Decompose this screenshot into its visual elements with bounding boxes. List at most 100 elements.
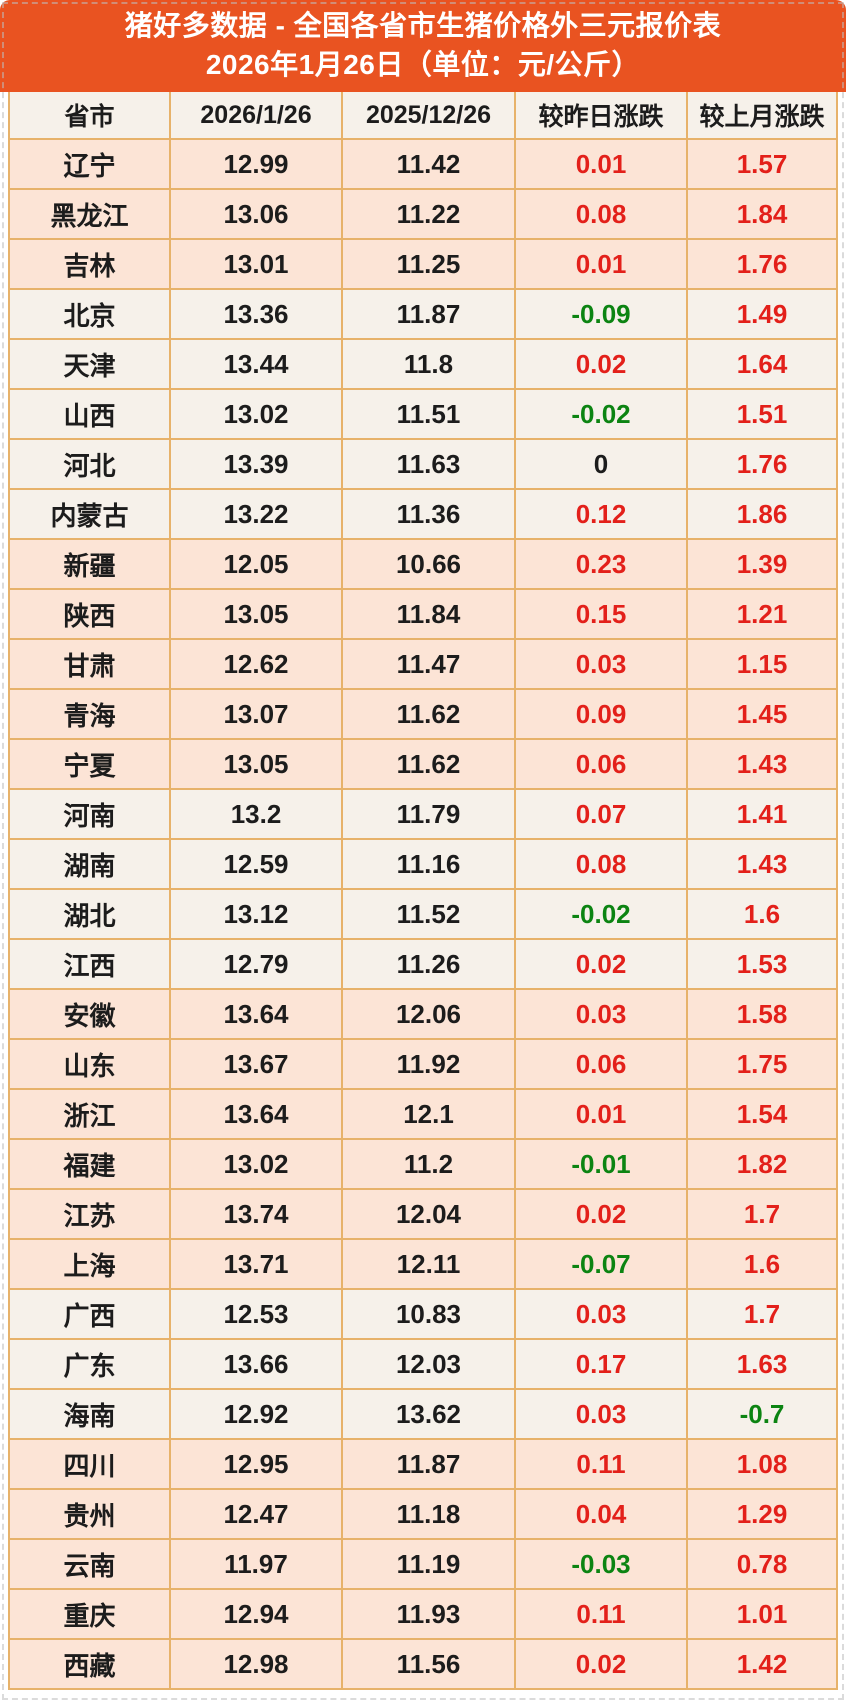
price-current-cell: 12.05 (171, 540, 343, 588)
price-previous-cell: 12.04 (343, 1190, 516, 1238)
day-change-cell: 0.02 (516, 340, 688, 388)
day-change-cell: 0.02 (516, 940, 688, 988)
table-row: 上海 13.71 12.11 -0.07 1.6 (10, 1240, 836, 1290)
province-cell: 甘肃 (10, 640, 171, 688)
month-change-cell: 1.43 (736, 848, 788, 879)
price-current-cell: 12.79 (171, 940, 343, 988)
month-change-cell: 1.54 (736, 1098, 788, 1129)
price-current-cell: 13.66 (171, 1340, 343, 1388)
price-current-cell: 13.44 (171, 340, 343, 388)
table-row: 陕西 13.05 11.84 0.15 1.21 (10, 590, 836, 640)
price-previous-cell: 11.22 (343, 190, 516, 238)
price-current-cell: 13.05 (171, 590, 343, 638)
table-row: 山东 13.67 11.92 0.06 1.75 (10, 1040, 836, 1090)
month-change-cell: 1.42 (736, 1648, 788, 1679)
province-cell: 新疆 (10, 540, 171, 588)
table-row: 安徽 13.64 12.06 0.03 1.58 (10, 990, 836, 1040)
table-row: 重庆 12.94 11.93 0.11 1.01 (10, 1590, 836, 1640)
day-change-cell: 0.09 (516, 690, 688, 738)
price-table: 省市 2026/1/26 2025/12/26 较昨日涨跌 较上月涨跌 辽宁 12.99 1… (8, 92, 838, 1690)
province-cell: 陕西 (10, 590, 171, 638)
table-row: 黑龙江 13.06 11.22 0.08 1.84 (10, 190, 836, 240)
price-current-cell: 12.47 (171, 1490, 343, 1538)
price-current-cell: 13.67 (171, 1040, 343, 1088)
month-change-cell: 1.63 (736, 1348, 788, 1379)
price-current-cell: 13.36 (171, 290, 343, 338)
table-row: 广西 12.53 10.83 0.03 1.7 (10, 1290, 836, 1340)
price-current-cell: 13.02 (171, 1140, 343, 1188)
month-change-cell: 1.64 (736, 348, 788, 379)
table-row: 湖北 13.12 11.52 -0.02 1.6 (10, 890, 836, 940)
day-change-cell: 0.23 (516, 540, 688, 588)
day-change-cell: 0.08 (516, 190, 688, 238)
day-change-cell: 0.01 (516, 1090, 688, 1138)
page-subtitle: 2026年1月26日（单位：元/公斤） (205, 49, 641, 80)
table-row: 宁夏 13.05 11.62 0.06 1.43 (10, 740, 836, 790)
table-row: 福建 13.02 11.2 -0.01 1.82 (10, 1140, 836, 1190)
price-previous-cell: 11.26 (343, 940, 516, 988)
day-change-cell: 0.02 (516, 1190, 688, 1238)
day-change-cell: -0.07 (516, 1240, 688, 1288)
price-current-cell: 13.05 (171, 740, 343, 788)
month-change-cell: 1.41 (736, 798, 788, 829)
day-change-cell: 0.15 (516, 590, 688, 638)
price-current-cell: 12.62 (171, 640, 343, 688)
day-change-cell: 0.03 (516, 640, 688, 688)
province-cell: 湖北 (10, 890, 171, 938)
price-current-cell: 12.94 (171, 1590, 343, 1638)
table-row: 江苏 13.74 12.04 0.02 1.7 (10, 1190, 836, 1240)
province-cell: 云南 (10, 1540, 171, 1588)
day-change-cell: 0.04 (516, 1490, 688, 1538)
province-cell: 内蒙古 (10, 490, 171, 538)
province-cell: 吉林 (10, 240, 171, 288)
price-previous-cell: 11.16 (343, 840, 516, 888)
table-row: 四川 12.95 11.87 0.11 1.08 (10, 1440, 836, 1490)
price-current-cell: 13.71 (171, 1240, 343, 1288)
province-cell: 山东 (10, 1040, 171, 1088)
price-previous-cell: 10.66 (343, 540, 516, 588)
table-row: 西藏 12.98 11.56 0.02 1.42 (10, 1640, 836, 1690)
price-current-cell: 13.64 (171, 1090, 343, 1138)
price-current-cell: 11.97 (171, 1540, 343, 1588)
price-previous-cell: 11.79 (343, 790, 516, 838)
month-change-cell: 1.51 (736, 398, 788, 429)
price-current-cell: 13.74 (171, 1190, 343, 1238)
province-cell: 福建 (10, 1140, 171, 1188)
day-change-cell: 0.03 (516, 990, 688, 1038)
month-change-cell: 1.15 (736, 648, 788, 679)
page-title: 猪好多数据 - 全国各省市生猪价格外三元报价表 (124, 10, 722, 42)
province-cell: 青海 (10, 690, 171, 738)
day-change-cell: 0.08 (516, 840, 688, 888)
column-header-province: 省市 (10, 92, 171, 138)
price-previous-cell: 11.52 (343, 890, 516, 938)
month-change-cell: 1.57 (736, 148, 788, 179)
price-current-cell: 13.02 (171, 390, 343, 438)
price-current-cell: 12.99 (171, 140, 343, 188)
price-current-cell: 13.22 (171, 490, 343, 538)
price-previous-cell: 11.62 (343, 740, 516, 788)
month-change-cell: 1.7 (743, 1298, 781, 1329)
province-cell: 重庆 (10, 1590, 171, 1638)
column-header-price-current: 2026/1/26 (171, 92, 343, 138)
province-cell: 江苏 (10, 1190, 171, 1238)
month-change-cell: 1.01 (736, 1598, 788, 1629)
price-previous-cell: 11.92 (343, 1040, 516, 1088)
column-header-price-previous: 2025/12/26 (343, 92, 516, 138)
day-change-cell: 0.17 (516, 1340, 688, 1388)
price-previous-cell: 11.18 (343, 1490, 516, 1538)
price-previous-cell: 11.8 (343, 340, 516, 388)
day-change-cell: 0.02 (516, 1640, 688, 1688)
province-cell: 广西 (10, 1290, 171, 1338)
price-current-cell: 12.92 (171, 1390, 343, 1438)
month-change-cell: 1.6 (743, 898, 781, 929)
province-cell: 黑龙江 (10, 190, 171, 238)
column-header-day-change: 较昨日涨跌 (516, 92, 688, 138)
province-cell: 广东 (10, 1340, 171, 1388)
day-change-cell: 0.11 (516, 1440, 688, 1488)
province-cell: 上海 (10, 1240, 171, 1288)
province-cell: 北京 (10, 290, 171, 338)
day-change-cell: 0.07 (516, 790, 688, 838)
province-cell: 安徽 (10, 990, 171, 1038)
month-change-cell: 1.76 (736, 448, 788, 479)
